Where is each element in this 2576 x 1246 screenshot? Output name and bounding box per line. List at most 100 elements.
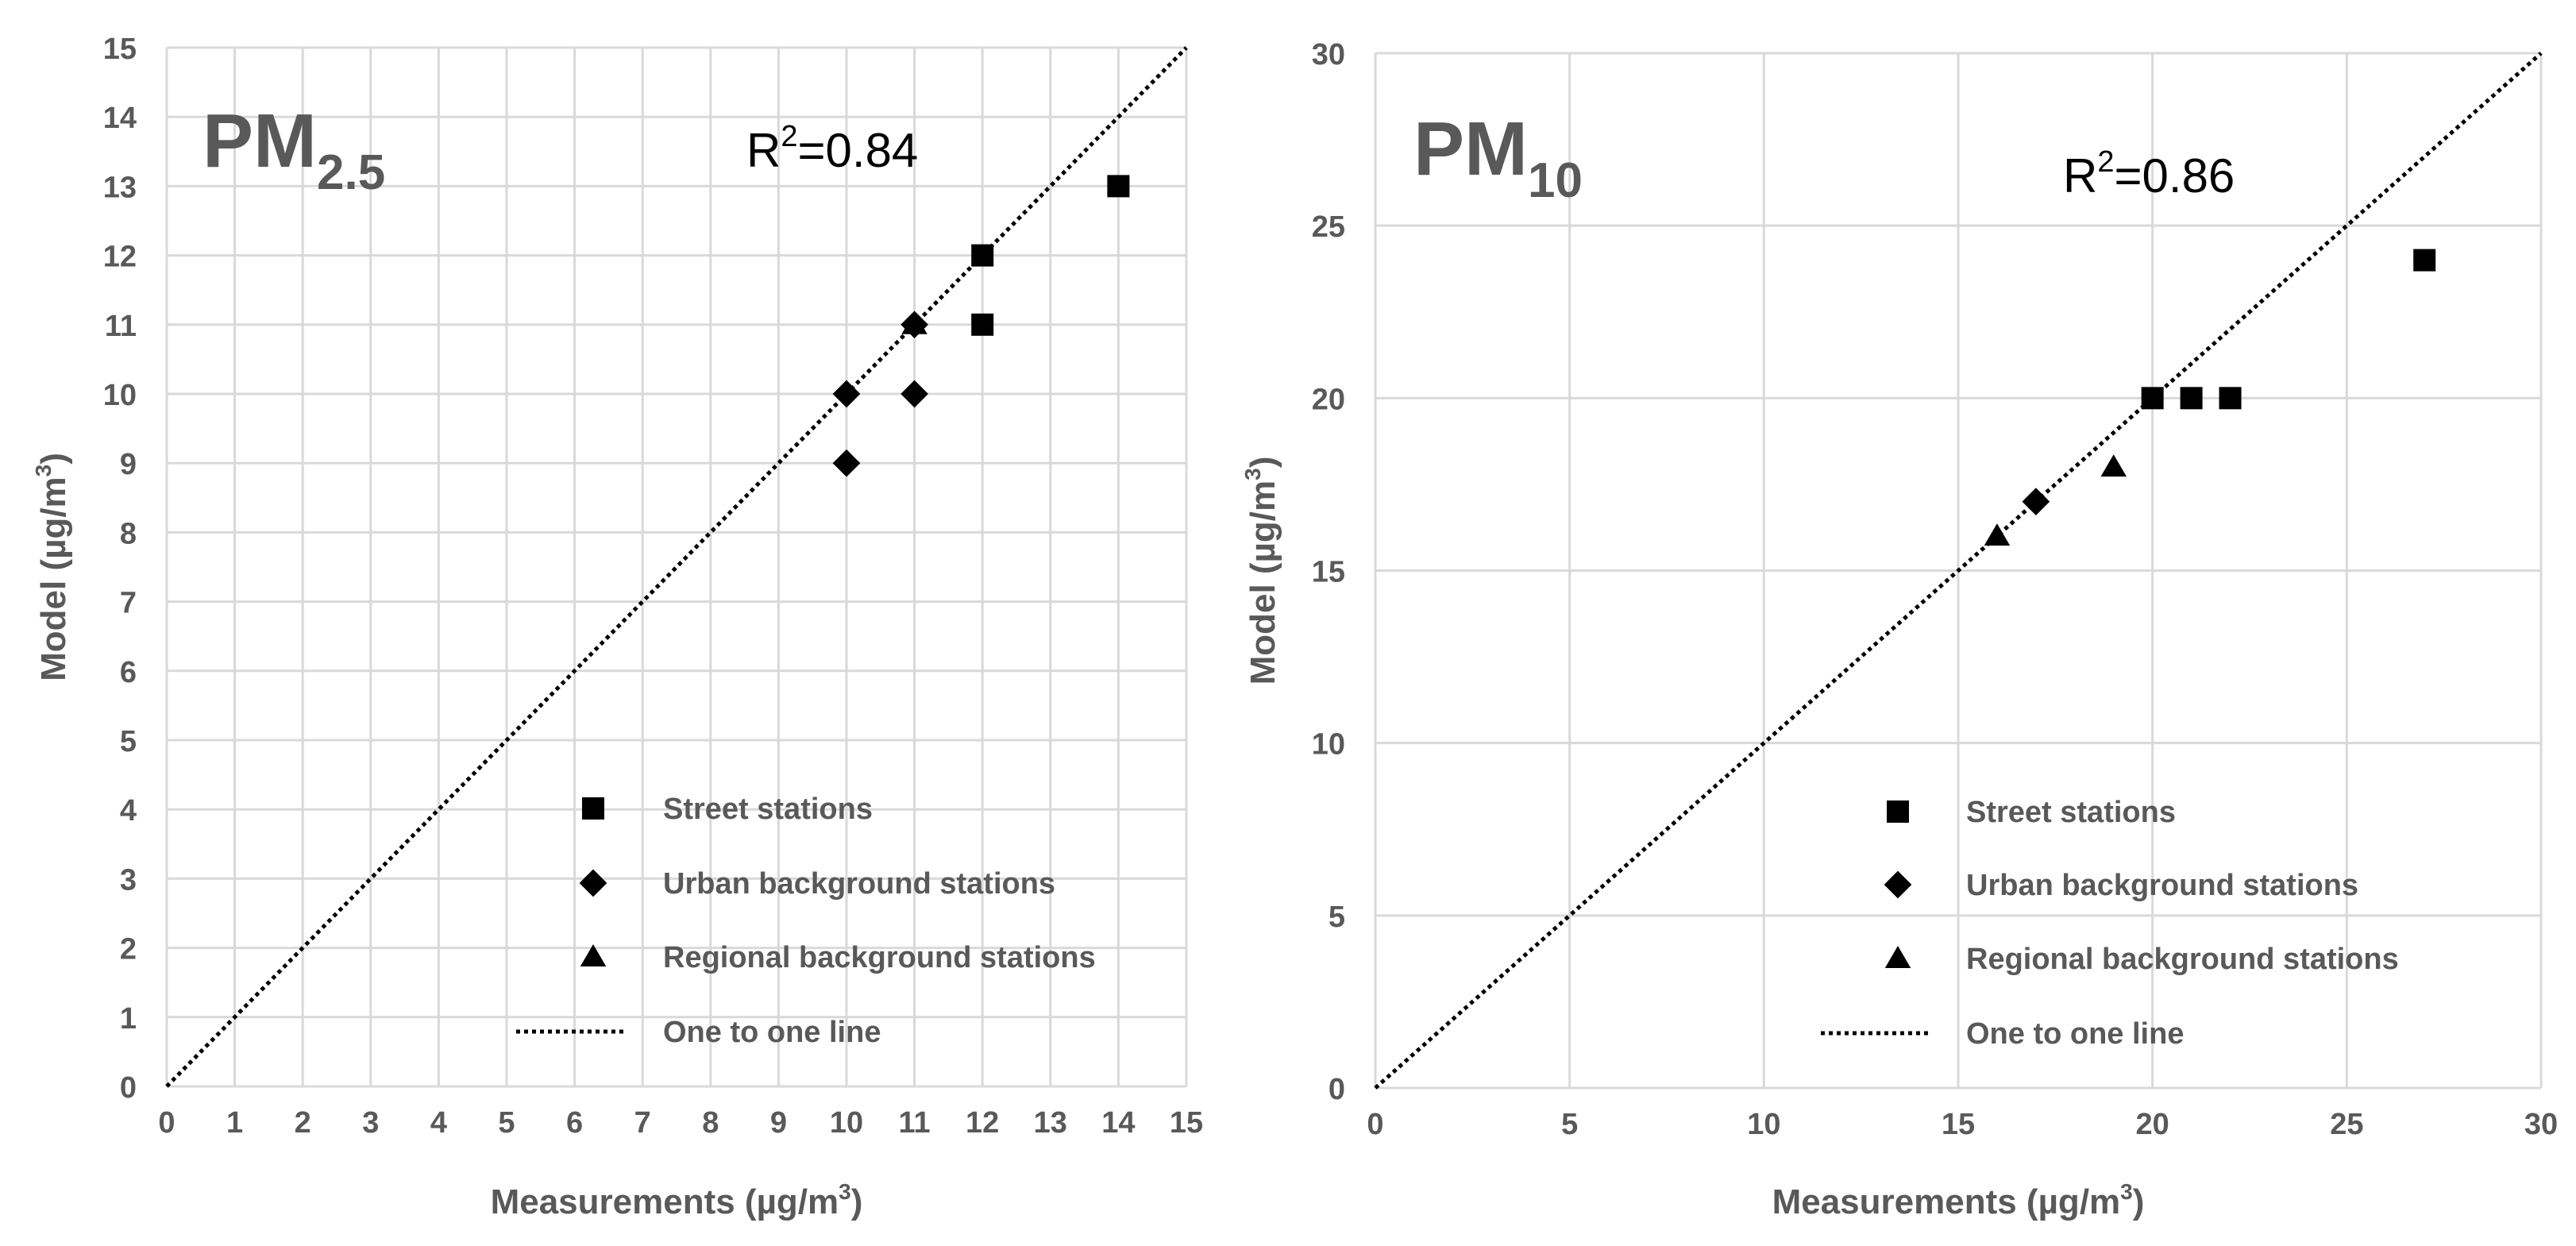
y-tick-label: 5 [1328,901,1345,934]
x-tick-label: 10 [1747,1108,1780,1141]
legend-diamond-swatch [579,869,607,897]
data-point-square [971,244,994,267]
y-tick-label: 3 [120,863,137,897]
legend-label: Regional background stations [1966,943,2399,976]
x-axis-title-superscript: 3 [2120,1179,2133,1204]
y-tick-label: 5 [120,725,137,758]
x-tick-label: 25 [2330,1108,2363,1141]
y-tick-label: 4 [120,794,137,827]
legend-label: Street stations [663,793,873,826]
x-tick-label: 5 [498,1106,515,1140]
y-tick-label: 0 [1328,1073,1345,1106]
y-tick-label: 10 [1312,728,1345,762]
panel-title-text: PM [202,98,317,183]
x-tick-label: 5 [1561,1108,1578,1141]
series-square [971,175,1130,336]
x-axis-title-text: Measurements (µg/m [1772,1182,2121,1221]
legend-label: One to one line [1966,1017,2184,1051]
y-tick-label: 30 [1312,38,1345,71]
y-axis-title-text: Model (µg/m [1244,480,1282,685]
x-axis-title-text: Measurements (µg/m [491,1182,839,1221]
x-tick-label: 11 [899,1106,931,1140]
y-tick-label: 14 [103,102,137,135]
gridlines [1374,52,2543,1090]
y-tick-label: 10 [103,379,137,412]
y-tick-label: 11 [105,310,137,343]
legend-label: Street stations [1966,796,2176,829]
one-to-one-line [165,46,1188,1088]
series-triangle [901,311,927,334]
x-tick-label: 1 [226,1106,243,1140]
series-square [2141,249,2436,410]
data-point-triangle [1984,523,2011,546]
r-squared-base: R [2063,149,2097,203]
x-tick-label: 2 [295,1106,311,1140]
y-tick-label: 12 [103,241,137,274]
x-tick-label: 20 [2136,1108,2169,1141]
panel-title: PM2.5 [202,98,385,200]
x-axis-title-end: ) [851,1182,863,1221]
y-axis-title-end: ) [1244,457,1282,469]
legend-square-swatch [582,797,604,820]
r-squared-superscript: 2 [2097,145,2114,179]
x-tick-label: 0 [158,1106,175,1140]
r-squared-annotation: R2=0.86 [2063,145,2235,203]
legend-diamond-swatch [1884,870,1912,899]
panel-title-subscript: 2.5 [317,145,385,200]
data-point-diamond [2022,488,2050,515]
r-squared-base: R [746,124,781,177]
legend-label: Urban background stations [1966,869,2358,902]
x-tick-label: 4 [430,1106,447,1140]
x-tick-label: 6 [566,1106,583,1140]
y-tick-label: 8 [120,517,137,550]
x-tick-label: 15 [1170,1106,1203,1140]
x-tick-label: 10 [830,1106,863,1140]
data-point-square [2141,387,2164,410]
x-tick-label: 3 [362,1106,379,1140]
y-tick-label: 15 [103,33,137,66]
y-tick-label: 20 [1312,383,1345,416]
data-point-diamond [900,380,928,408]
y-tick-label: 7 [120,587,137,620]
chart-panel-1: 0 1 2 3 4 5 6 7 8 9 10 11 12 13 14 15012345678910111213… [31,33,1203,1221]
data-point-diamond [832,449,861,477]
x-tick-label: 30 [2524,1108,2558,1141]
data-point-diamond [832,380,861,408]
y-axis-title-end: ) [34,453,73,465]
legend-square-swatch [1887,800,1909,823]
legend-triangle-swatch [580,944,607,966]
y-tick-label: 0 [120,1071,137,1105]
x-tick-label: 0 [1367,1108,1383,1141]
x-tick-label: 8 [702,1106,719,1140]
legend-label: Urban background stations [663,867,1055,901]
one-to-one-line [1374,52,2543,1090]
legend: Street stations Urban background stations… [1821,796,2399,1051]
data-point-square [1107,175,1130,198]
panel-title: PM10 [1413,106,1583,208]
series-diamond [2022,488,2050,515]
y-tick-label: 9 [120,448,137,481]
chart-panel-2: 0 5 10 15 20 25 30 0 5 10 15 20 25 30 Measurements (µg… [1240,38,2558,1221]
r-squared-value: =0.86 [2114,149,2235,203]
y-tick-label: 13 [103,171,137,204]
y-axis-title: Model (µg/m3) [31,453,73,681]
y-axis-title-superscript: 3 [1240,468,1265,480]
y-axis-title-superscript: 3 [31,465,56,477]
x-axis-title: Measurements (µg/m3) [1772,1179,2145,1221]
x-tick-label: 7 [634,1106,651,1140]
data-point-square [2413,249,2436,272]
panel-title-subscript: 10 [1528,153,1583,208]
y-tick-label: 15 [1312,556,1345,589]
data-point-triangle [2100,454,2127,477]
r-squared-value: =0.84 [797,124,918,177]
y-tick-label: 2 [120,933,137,966]
data-point-triangle [901,311,927,334]
x-axis-title: Measurements (µg/m3) [491,1179,863,1221]
data-point-square [971,313,994,336]
x-tick-label: 13 [1034,1106,1067,1140]
x-tick-label: 15 [1942,1108,1975,1141]
r-squared-annotation: R2=0.84 [746,120,918,177]
series-triangle [1984,454,2127,546]
legend-triangle-swatch [1884,946,1911,968]
